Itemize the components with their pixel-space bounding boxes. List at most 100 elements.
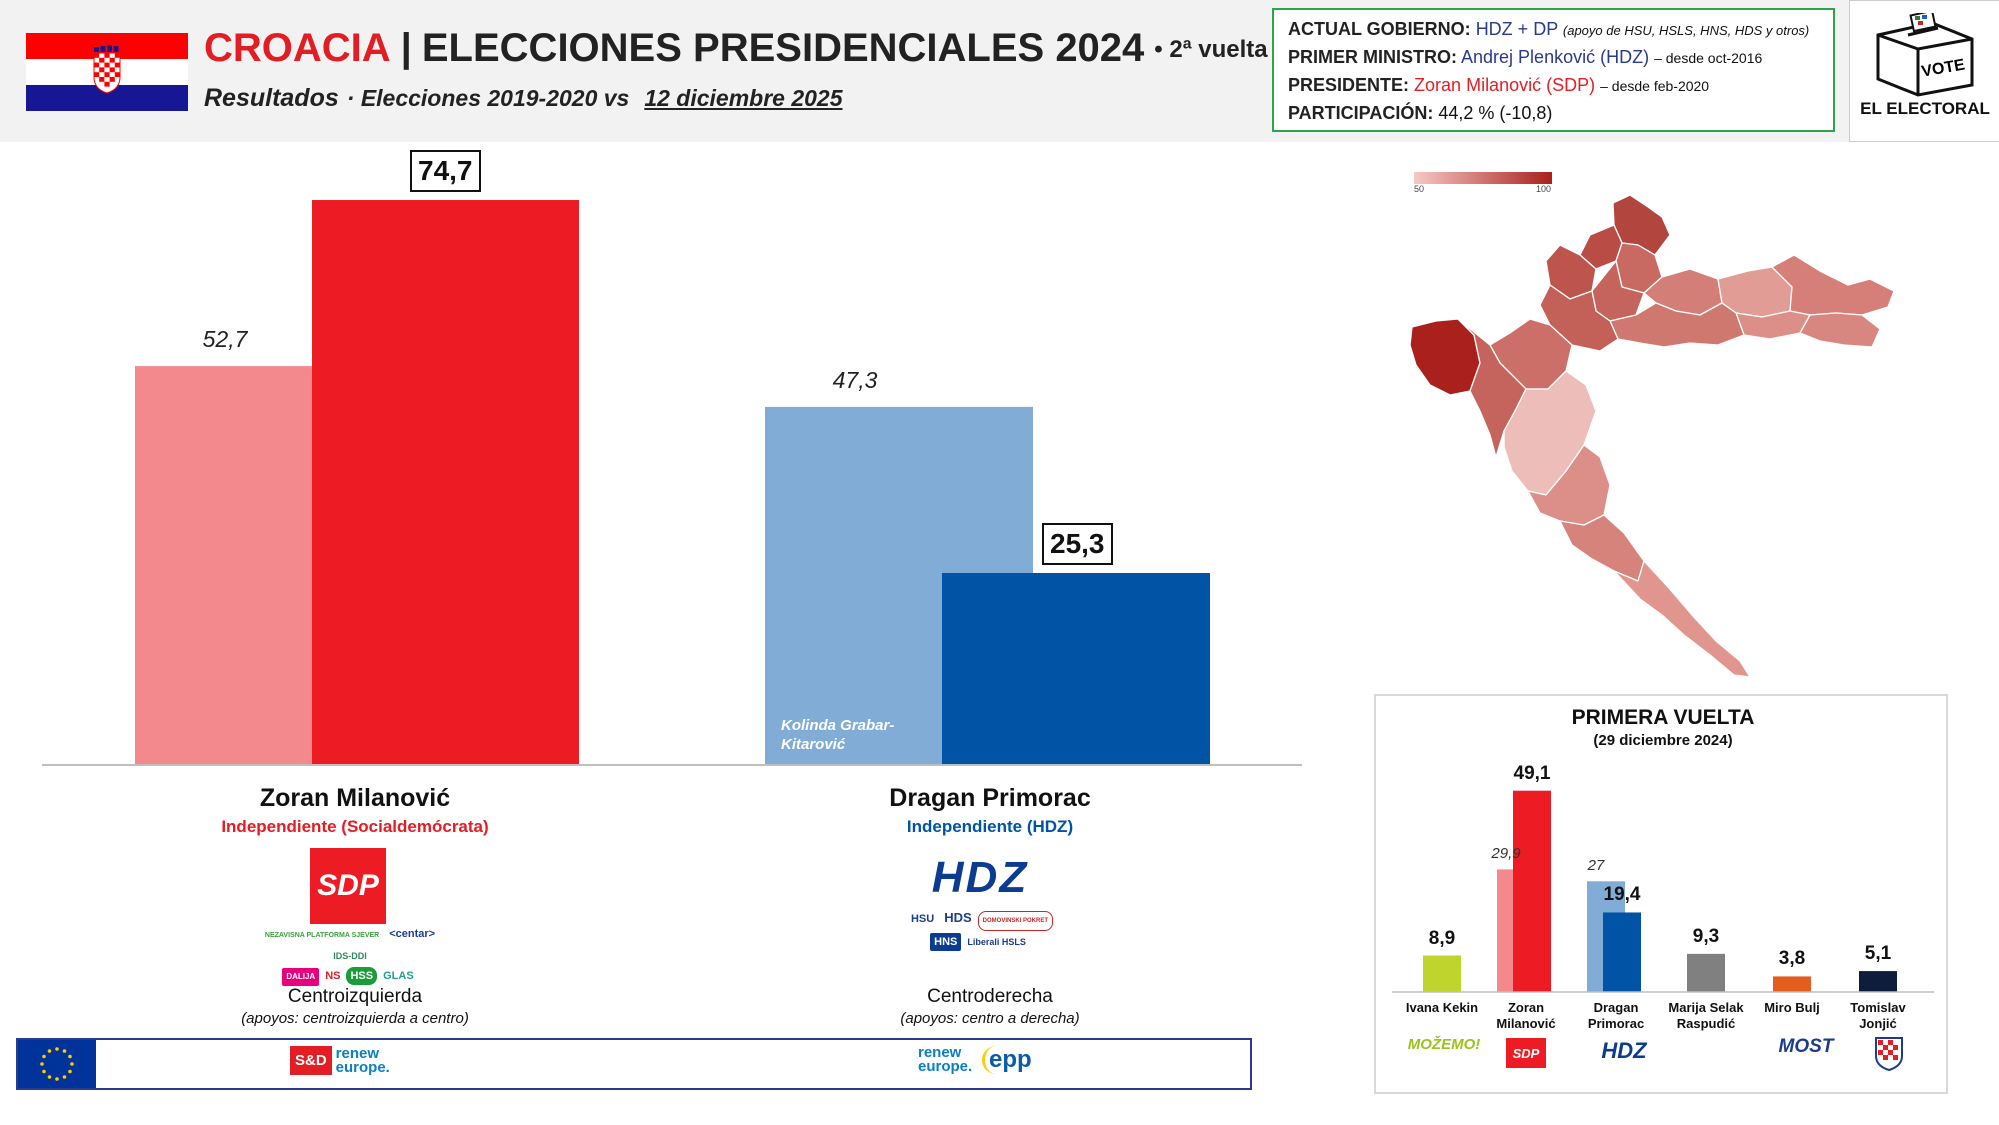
support-label: (apoyos: centroizquierda a centro) [241,1010,469,1027]
sd-group-logo: S&D [290,1046,332,1075]
eu-star-icon [62,1075,67,1079]
first-round-previous-label: 27 [1587,857,1605,875]
sdp-logo-icon: SDP [310,848,386,924]
pres-since: – desde feb-2020 [1600,78,1710,94]
eu-star-icon [47,1049,52,1053]
pm-since: – desde oct-2016 [1654,50,1763,66]
title-separator: | [400,26,412,70]
support-logo: HSU [910,913,935,925]
milanovic-support-logos: NEZAVISNA PLATFORMA SJEVER <centar> IDS-DD… [240,924,460,987]
first-round-value-label: 3,8 [1778,948,1806,970]
support-label: (apoyos: centro a derecha) [900,1010,1080,1027]
turnout-value: 44,2 % (-10,8) [1438,103,1553,123]
candidate-milanovic: Zoran Milanović Independiente (Socialdem… [160,784,550,837]
value-label-previous: 52,7 [202,326,248,353]
map-color-legend [1414,172,1552,184]
hdz-logo-icon: HDZ [931,853,1029,902]
support-logo: NS [325,970,341,982]
map-county [1799,312,1881,348]
epp-group-logo: epp [982,1046,1036,1074]
subtitle-results: Resultados [204,84,339,112]
map-county [1539,284,1619,352]
bloc-label: Centroizquierda [287,986,423,1007]
eu-groups-bar: S&D renew europe. renew europe. epp [16,1038,1252,1090]
country-name: CROACIA [204,26,391,70]
candidate-primorac: Dragan Primorac Independiente (HDZ) [795,784,1185,837]
ballot-box-icon: VOTE [1876,13,1974,97]
eu-groups-right: renew europe. epp [918,1045,1036,1074]
candidate-affiliation: Independiente (Socialdemócrata) [221,817,489,836]
first-round-panel: PRIMERA VUELTA (29 diciembre 2024) 8,9 Iv… [1374,694,1948,1094]
president-row: PRESIDENTE: Zoran Milanović (SDP) – desd… [1288,72,1819,100]
brand-name: EL ELECTORAL [1860,99,1990,118]
gov-value: HDZ + DP [1475,19,1558,39]
first-round-candidate-name: Tomislav Jonjić [1850,1000,1906,1031]
eu-star-icon [70,1062,74,1066]
croatia-flag-icon [26,33,188,111]
renew-group-logo: renew europe. [335,1044,390,1076]
first-round-title: PRIMERA VUELTA [1571,706,1755,729]
bloc-label: Centroderecha [927,986,1053,1007]
primorac-bloc: Centroderecha (apoyos: centro a derecha) [795,980,1185,1027]
first-round-previous-label: 29,9 [1491,845,1521,863]
support-logo: HDS [944,910,972,925]
legend-max: 100 [1536,184,1552,194]
eu-groups-left: S&D renew europe. [290,1046,406,1075]
eu-star-icon [42,1054,46,1059]
support-logo: NEZAVISNA PLATFORMA SJEVER [264,932,380,939]
eu-star-icon [68,1069,72,1074]
first-round-candidate-name: Marija Selak Raspudić [1668,1000,1744,1031]
subtitle-comparison: · Elecciones 2019-2020 vs [346,85,630,111]
support-logo: HNS [930,933,962,951]
candidate-affiliation: Independiente (HDZ) [906,817,1074,836]
election-title: ELECCIONES PRESIDENCIALES 2024 [421,26,1145,70]
bar-previous [135,366,312,764]
first-round-bar [1859,971,1897,992]
support-logo: DALIJA [282,968,320,986]
sdp-small-logo-icon: SDP [1506,1038,1546,1068]
eu-star-icon [62,1049,67,1053]
government-info-box: ACTUAL GOBIERNO: HDZ + DP (apoyo de HSU,… [1272,8,1835,132]
first-round-bar [1773,976,1811,992]
first-round-candidate-name: Zoran Milanović [1496,1000,1556,1031]
eu-star-icon [68,1054,72,1059]
gov-label: ACTUAL GOBIERNO: [1288,19,1471,39]
eu-star-icon [55,1047,59,1051]
candidate-name: Zoran Milanović [259,784,451,812]
subtitle-date: 12 diciembre 2025 [644,85,843,111]
pres-label: PRESIDENTE: [1288,75,1410,95]
map-county [1735,310,1811,340]
support-logo: <centar> [389,928,436,940]
first-round-value-label: 8,9 [1428,927,1456,949]
map-county [1457,318,1527,458]
turnout-row: PARTICIPACIÓN: 44,2 % (-10,8) [1288,100,1819,127]
el-electoral-logo: VOTE EL ELECTORAL [1849,0,1999,142]
eu-star-icon [40,1062,44,1066]
first-round-bar [1423,955,1461,992]
previous-candidate-label: Kolinda Grabar-Kitarović [781,717,895,753]
milanovic-bloc: Centroizquierda (apoyos: centroizquierda… [160,980,550,1027]
round-label: • 2ª vuelta [1154,36,1268,63]
first-round-value-label: 19,4 [1603,884,1641,906]
value-label-current: 25,3 [1042,522,1113,565]
value-label-previous: 47,3 [832,366,878,393]
runoff-bar-chart [42,200,1302,766]
first-round-value-label: 49,1 [1513,762,1551,784]
support-logo: HSS [346,967,378,985]
legend-min: 50 [1414,184,1425,194]
first-round-value-label: 5,1 [1864,943,1892,965]
dp-shield-logo-icon [1875,1037,1903,1072]
pm-row: PRIMER MINISTRO: Andrej Plenković (HDZ) … [1288,44,1819,72]
map-county [1613,560,1751,678]
mozemo-logo-icon: MOŽEMO! [1407,1036,1481,1053]
map-county [1771,254,1895,316]
bar-current [942,572,1210,764]
hdz-small-logo-icon: HDZ [1601,1038,1647,1063]
support-logo: GLAS [383,970,414,982]
map-county [1559,514,1645,582]
turnout-label: PARTICIPACIÓN: [1288,103,1434,123]
first-round-bar-chart [1392,790,1934,993]
eu-star-icon [55,1077,59,1081]
first-round-value-label: 9,3 [1692,925,1720,947]
candidate-name: Dragan Primorac [889,784,1091,812]
